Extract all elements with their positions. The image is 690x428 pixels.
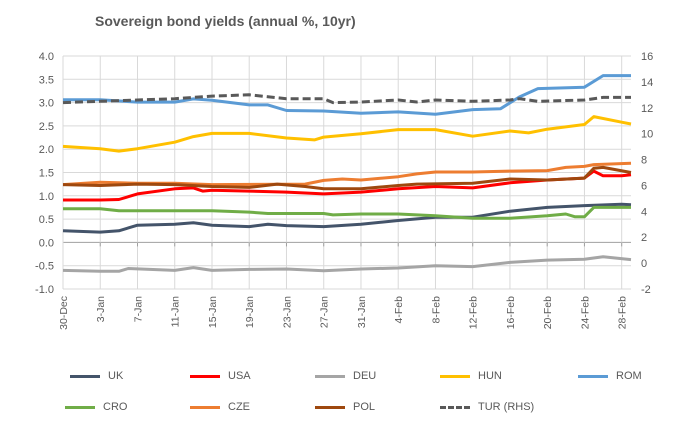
y-tick-label: 1.0 <box>39 191 54 203</box>
series-line-tur <box>62 93 631 105</box>
chart-title: Sovereign bond yields (annual %, 10yr) <box>95 13 356 29</box>
legend-swatch <box>440 374 470 378</box>
series-line-uk <box>62 202 632 234</box>
y-tick-label: -0.5 <box>35 261 54 273</box>
legend-swatch <box>65 405 95 409</box>
legend-label: TUR (RHS) <box>478 401 535 413</box>
series-line-rom <box>63 74 631 116</box>
x-tick-label: 30-Dec <box>58 296 70 330</box>
y2-tick-label: 6 <box>641 180 647 192</box>
y-tick-label: -1.0 <box>35 284 54 296</box>
legend-item: POL <box>315 401 375 413</box>
legend-label: ROM <box>616 370 642 382</box>
x-tick-label: 28-Feb <box>617 296 629 329</box>
legend-label: CRO <box>103 401 128 413</box>
y2-tick-label: -2 <box>641 284 651 296</box>
legend-swatch <box>190 374 220 378</box>
legend-label: USA <box>228 370 251 382</box>
series-line-cro <box>63 205 631 220</box>
y-tick-label: 0.0 <box>39 237 54 249</box>
y-tick-label: 3.5 <box>39 74 54 86</box>
legend-swatch <box>70 374 100 378</box>
x-tick-label: 27-Jan <box>319 296 331 328</box>
y-tick-label: 3.0 <box>39 98 54 110</box>
legend-item: DEU <box>315 370 376 382</box>
legend-label: UK <box>108 370 124 382</box>
legend-label: CZE <box>228 401 250 413</box>
legend-item: CZE <box>190 401 250 413</box>
legend-item: USA <box>190 370 251 382</box>
x-tick-label: 20-Feb <box>542 296 554 329</box>
x-tick-label: 4-Feb <box>393 296 405 324</box>
x-tick-label: 12-Feb <box>468 296 480 329</box>
x-tick-label: 7-Jan <box>132 296 144 322</box>
legend-item: ROM <box>578 370 642 382</box>
legend-label: POL <box>353 401 376 413</box>
series-line-pol <box>62 165 632 191</box>
y2-tick-label: 14 <box>641 77 653 89</box>
legend-item: UK <box>70 370 123 382</box>
y-tick-label: 1.5 <box>39 168 54 180</box>
x-tick-label: 3-Jan <box>95 296 107 322</box>
y2-tick-label: 10 <box>641 129 653 141</box>
legend-swatch <box>315 374 345 378</box>
legend-item: HUN <box>440 370 502 382</box>
x-tick-label: 15-Jan <box>207 296 219 328</box>
y2-tick-label: 16 <box>641 51 653 63</box>
y-tick-label: 2.5 <box>39 121 54 133</box>
y2-tick-label: 0 <box>641 258 647 270</box>
legend-swatch <box>578 374 608 378</box>
legend-label: DEU <box>353 370 377 382</box>
legend-swatch <box>190 405 220 409</box>
legend-label: HUN <box>478 370 502 382</box>
x-tick-label: 31-Jan <box>356 296 368 328</box>
y2-tick-label: 8 <box>641 155 647 167</box>
series-line-deu <box>62 255 632 273</box>
y2-tick-label: 2 <box>641 232 647 244</box>
y2-tick-label: 4 <box>641 206 647 218</box>
x-tick-label: 11-Jan <box>170 296 182 327</box>
legend-swatch <box>315 405 345 409</box>
y-tick-label: 0.5 <box>39 214 54 226</box>
y-tick-label: 2.0 <box>39 144 54 156</box>
x-tick-label: 19-Jan <box>244 296 256 328</box>
legend-item: TUR (RHS) <box>440 401 534 413</box>
x-tick-label: 23-Jan <box>281 296 293 328</box>
x-tick-label: 8-Feb <box>430 296 442 324</box>
y-tick-label: 4.0 <box>39 51 54 63</box>
x-tick-label: 24-Feb <box>579 296 591 329</box>
series-line-hun <box>62 115 632 153</box>
legend-swatch <box>440 405 470 409</box>
y2-tick-label: 12 <box>641 103 653 115</box>
x-tick-label: 16-Feb <box>505 296 517 329</box>
legend-item: CRO <box>65 401 127 413</box>
